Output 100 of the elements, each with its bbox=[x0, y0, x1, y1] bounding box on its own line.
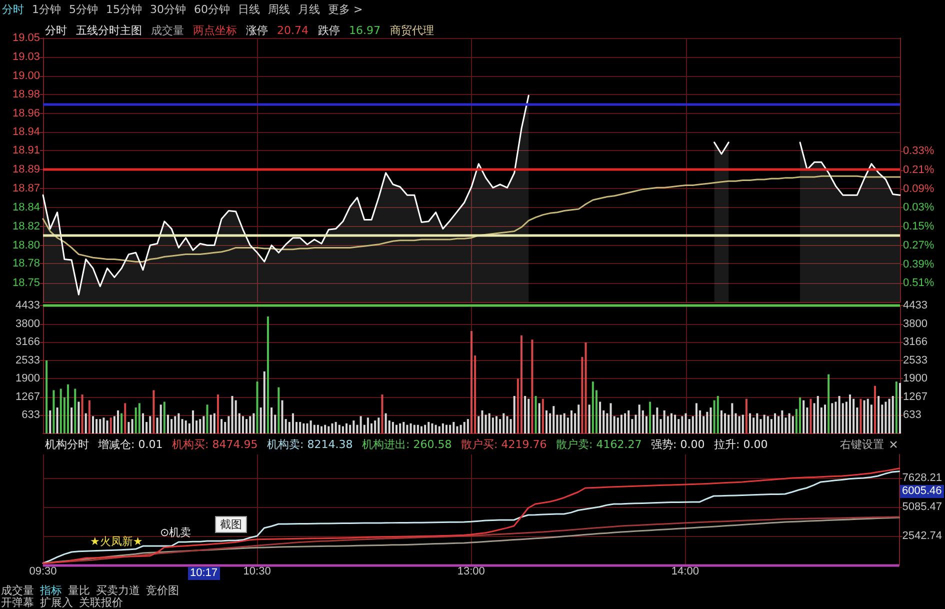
bar bbox=[749, 413, 752, 434]
bar bbox=[670, 413, 672, 434]
bar bbox=[816, 396, 819, 434]
bar bbox=[202, 416, 205, 434]
bar bbox=[588, 404, 590, 434]
bar bbox=[234, 400, 237, 434]
bar bbox=[799, 397, 802, 434]
bar bbox=[674, 414, 676, 434]
bar bbox=[852, 398, 855, 434]
bar bbox=[263, 371, 266, 434]
bar bbox=[628, 410, 630, 434]
bar bbox=[774, 413, 776, 434]
bar bbox=[581, 356, 584, 434]
bar bbox=[320, 426, 323, 434]
bar bbox=[120, 413, 123, 434]
bar bbox=[292, 413, 294, 434]
bar bbox=[338, 424, 340, 434]
bar bbox=[66, 384, 69, 434]
bar bbox=[384, 413, 387, 434]
bar bbox=[81, 394, 84, 434]
bar bbox=[610, 403, 612, 434]
bar bbox=[210, 414, 212, 434]
bar bbox=[810, 398, 812, 434]
bar bbox=[545, 410, 548, 434]
x-tick-label: 13:00 bbox=[457, 566, 485, 578]
bar bbox=[828, 374, 830, 434]
bar bbox=[563, 413, 566, 434]
bar bbox=[342, 426, 344, 434]
text: 买卖力道 bbox=[96, 584, 140, 597]
bar bbox=[96, 419, 98, 434]
bar bbox=[102, 418, 105, 434]
text: 更多 > bbox=[328, 3, 363, 16]
bar bbox=[110, 418, 112, 434]
bar bbox=[899, 382, 901, 434]
bar bbox=[449, 424, 452, 434]
bar bbox=[302, 423, 305, 434]
bar bbox=[206, 404, 208, 434]
bar bbox=[824, 404, 826, 434]
bar bbox=[60, 388, 62, 434]
bar bbox=[638, 404, 640, 434]
bar bbox=[570, 410, 572, 434]
bar bbox=[866, 398, 869, 434]
bar bbox=[534, 396, 537, 434]
bar bbox=[402, 422, 405, 434]
bar bbox=[399, 423, 402, 434]
bar bbox=[410, 423, 412, 434]
bar bbox=[434, 424, 437, 434]
bar bbox=[492, 418, 494, 434]
bar bbox=[142, 413, 144, 434]
y2-tick-label: 5085.47 bbox=[902, 501, 942, 514]
bar bbox=[328, 426, 330, 434]
bar bbox=[456, 426, 458, 434]
text: 机构分时 bbox=[45, 438, 89, 451]
bar bbox=[446, 424, 448, 434]
y-tick-label: 1267 bbox=[16, 390, 40, 403]
text: 增减仓: 0.01 bbox=[98, 438, 163, 451]
bar bbox=[888, 398, 890, 434]
bar bbox=[374, 420, 376, 434]
y2-tick-label: 3166 bbox=[903, 336, 928, 348]
bar bbox=[74, 388, 76, 434]
bar bbox=[70, 408, 73, 434]
bar bbox=[466, 419, 469, 434]
bar bbox=[396, 424, 398, 434]
bar bbox=[710, 408, 712, 434]
bar bbox=[463, 422, 466, 434]
bar bbox=[256, 382, 258, 434]
bar bbox=[349, 424, 352, 434]
bar bbox=[684, 413, 687, 434]
bar bbox=[663, 410, 666, 434]
bar bbox=[431, 423, 434, 434]
bar bbox=[424, 424, 426, 434]
bar bbox=[584, 342, 587, 434]
bar bbox=[863, 400, 866, 434]
y2-tick-label: 3800 bbox=[903, 318, 928, 330]
bar bbox=[649, 402, 652, 434]
y-tick-label: 1900 bbox=[16, 372, 40, 385]
bar bbox=[713, 400, 716, 434]
bar bbox=[656, 408, 658, 434]
bar bbox=[742, 414, 744, 434]
bar bbox=[416, 424, 419, 434]
bar bbox=[378, 418, 380, 434]
bar bbox=[752, 418, 755, 434]
bar bbox=[528, 398, 530, 434]
bar bbox=[52, 390, 55, 434]
bar bbox=[524, 396, 526, 434]
text: 机构卖: 8214.38 bbox=[267, 438, 353, 451]
text: 右键设置 bbox=[840, 438, 884, 451]
bar bbox=[92, 416, 94, 434]
text: 15分钟 bbox=[106, 3, 142, 16]
bar bbox=[213, 413, 216, 434]
bar bbox=[860, 398, 862, 434]
text: 月线 bbox=[298, 3, 320, 16]
y-tick-label: 3166 bbox=[16, 336, 40, 348]
text: 拉升: 0.00 bbox=[714, 438, 768, 451]
bar bbox=[788, 413, 790, 434]
bar bbox=[488, 413, 490, 434]
bar bbox=[116, 410, 119, 434]
bar bbox=[552, 406, 555, 434]
text: 关联报价 bbox=[79, 596, 123, 609]
bar bbox=[131, 419, 134, 434]
